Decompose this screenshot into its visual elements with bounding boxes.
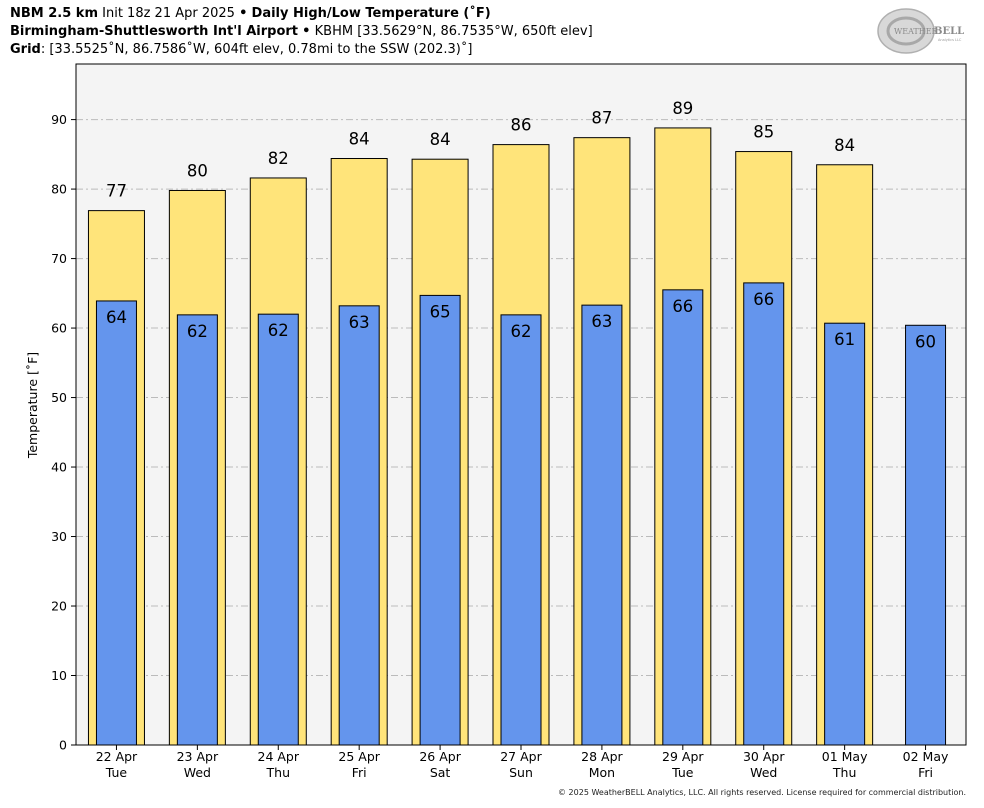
x-tick-label-date: 27 Apr (500, 749, 542, 764)
y-tick-label: 0 (59, 738, 67, 753)
x-tick-label-date: 02 May (903, 749, 949, 764)
y-tick-label: 30 (51, 529, 67, 544)
y-tick-label: 40 (51, 460, 67, 475)
x-tick-label-weekday: Thu (832, 765, 856, 780)
title-line-station: Birmingham-Shuttlesworth Int'l Airport •… (10, 23, 593, 40)
x-tick-label-weekday: Sat (430, 765, 451, 780)
station-name: Birmingham-Shuttlesworth Int'l Airport (10, 24, 299, 39)
x-tick-label-weekday: Tue (105, 765, 128, 780)
low-temp-bar (257, 313, 299, 746)
x-tick-label-date: 28 Apr (581, 749, 623, 764)
y-tick-label: 90 (51, 112, 67, 127)
low-temp-label: 66 (672, 297, 693, 316)
low-temp-label: 62 (268, 321, 289, 340)
high-temp-label: 85 (753, 123, 774, 142)
y-tick-label: 20 (51, 599, 67, 614)
high-temp-label: 82 (268, 149, 289, 168)
low-temp-label: 61 (834, 330, 855, 349)
station-details: KBHM [33.5629°N, 86.7535°W, 650ft elev] (314, 24, 593, 39)
x-tick-label-date: 23 Apr (177, 749, 219, 764)
low-temp-bar (743, 282, 785, 746)
low-temp-bar (581, 304, 623, 746)
weatherbell-logo: WEATHER BELL Analytics LLC (877, 8, 964, 54)
y-axis-label: Temperature [˚F] (25, 352, 40, 459)
low-temp-bar (95, 300, 137, 746)
init-time: Init 18z 21 Apr 2025 (102, 6, 235, 21)
low-temp-bar (662, 289, 704, 746)
model-name: NBM 2.5 km (10, 6, 98, 21)
low-temp-label: 64 (106, 308, 127, 327)
low-temp-label: 62 (511, 322, 532, 341)
logo-swirl-icon (877, 8, 935, 54)
low-temp-label: 63 (591, 312, 612, 331)
x-tick-label-weekday: Thu (266, 765, 290, 780)
x-tick-label-date: 22 Apr (96, 749, 138, 764)
low-temp-bar (905, 324, 947, 746)
y-tick-label: 10 (51, 668, 67, 683)
low-temp-bar (176, 314, 218, 746)
high-temp-label: 84 (430, 130, 451, 149)
y-tick-label: 60 (51, 321, 67, 336)
x-tick-label-date: 30 Apr (743, 749, 785, 764)
title-line-model: NBM 2.5 km Init 18z 21 Apr 2025 • Daily … (10, 5, 491, 22)
low-temp-bar (419, 294, 461, 746)
x-tick-label-date: 24 Apr (258, 749, 300, 764)
high-temp-label: 89 (672, 99, 693, 118)
low-temp-label: 63 (349, 313, 370, 332)
x-tick-label-weekday: Mon (589, 765, 615, 780)
high-temp-label: 77 (106, 182, 127, 201)
x-tick-label-date: 26 Apr (419, 749, 461, 764)
separator: • (239, 6, 248, 21)
low-temp-label: 60 (915, 332, 936, 351)
low-temp-bar (824, 322, 866, 746)
low-temp-label: 62 (187, 322, 208, 341)
high-temp-label: 86 (511, 116, 532, 135)
x-tick-label-date: 29 Apr (662, 749, 704, 764)
x-tick-label-weekday: Wed (184, 765, 211, 780)
logo-text-bell: BELL (934, 26, 964, 37)
x-tick-label-date: 25 Apr (338, 749, 380, 764)
grid-label: Grid (10, 42, 41, 57)
high-temp-label: 84 (349, 130, 370, 149)
x-tick-label-weekday: Sun (509, 765, 533, 780)
x-tick-label-weekday: Fri (918, 765, 933, 780)
y-tick-label: 70 (51, 251, 67, 266)
low-temp-bar (500, 314, 542, 746)
high-temp-label: 84 (834, 136, 855, 155)
logo-swirl-ring-icon (886, 16, 926, 46)
logo-subtext: Analytics LLC (938, 38, 962, 42)
y-axis: 0 10 20 30 40 50 60 70 80 90 (51, 112, 76, 753)
grid-details: : [33.5525˚N, 86.7586˚W, 604ft elev, 0.7… (40, 42, 473, 57)
separator: • (302, 24, 311, 39)
low-temp-label: 65 (430, 302, 451, 321)
title-line-grid: Grid: [33.5525˚N, 86.7586˚W, 604ft elev,… (10, 41, 472, 58)
high-temp-label: 87 (591, 109, 612, 128)
x-tick-label-weekday: Fri (352, 765, 367, 780)
x-tick-label-weekday: Wed (750, 765, 777, 780)
data-labels: 77 64 80 62 82 62 84 63 84 65 86 62 87 63 89 66 85 66 84 61… (106, 99, 936, 351)
high-temp-label: 80 (187, 161, 208, 180)
low-temp-label: 66 (753, 290, 774, 309)
low-temp-bar (338, 305, 380, 746)
y-tick-label: 50 (51, 390, 67, 405)
x-tick-label-date: 01 May (822, 749, 868, 764)
product-name: Daily High/Low Temperature (˚F) (251, 6, 491, 21)
copyright-notice: © 2025 WeatherBELL Analytics, LLC. All r… (558, 788, 966, 797)
logo-text-weather: WEATHER (894, 27, 939, 36)
bars (87, 127, 947, 746)
y-tick-label: 80 (51, 182, 67, 197)
x-tick-label-weekday: Tue (671, 765, 694, 780)
